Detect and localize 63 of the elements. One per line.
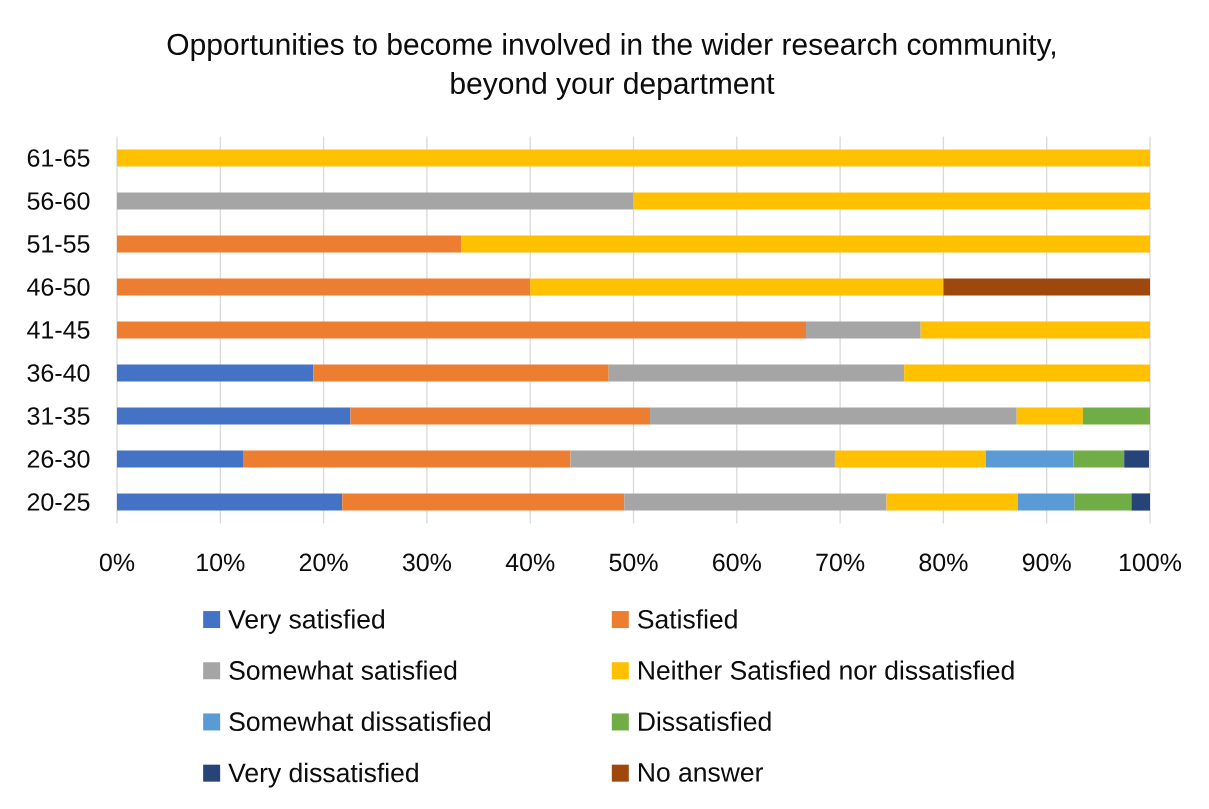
bar xyxy=(806,321,921,339)
legend-label: Very satisfied xyxy=(228,609,385,634)
bar xyxy=(608,364,905,382)
legend-label: Somewhat dissatisfied xyxy=(229,711,491,732)
bar xyxy=(624,493,887,511)
bar xyxy=(570,450,835,468)
y-tick-label: 36-40 xyxy=(27,364,90,382)
x-tick-label: 20% xyxy=(299,553,348,572)
x-tick-label: 50% xyxy=(609,553,658,572)
bar xyxy=(117,278,531,296)
bar xyxy=(886,493,1018,511)
legend-label: Neither Satisfied nor dissatisfied xyxy=(638,660,1014,680)
bar xyxy=(943,278,1150,296)
bar xyxy=(117,321,807,339)
bar xyxy=(650,407,1017,425)
legend-label: Dissatisfied xyxy=(638,711,771,732)
legend-label: No answer xyxy=(638,763,763,782)
legend-label: Satisfied xyxy=(638,609,737,629)
bar xyxy=(117,149,1150,167)
bar xyxy=(350,407,651,425)
bar xyxy=(1073,450,1125,468)
y-tick-label: 61-65 xyxy=(27,149,90,167)
y-tick-label: 51-55 xyxy=(27,235,90,253)
legend-label: Very dissatisfied xyxy=(228,762,418,788)
y-tick-label: 56-60 xyxy=(27,192,90,210)
bar xyxy=(1017,493,1075,511)
y-tick-label: 41-45 xyxy=(27,321,90,339)
bar xyxy=(313,364,609,382)
bar xyxy=(920,321,1150,339)
x-tick-label: 10% xyxy=(197,553,245,572)
bar xyxy=(117,407,351,425)
bar xyxy=(117,364,314,382)
x-tick-label: 30% xyxy=(402,553,452,572)
x-tick-label: 40% xyxy=(505,553,555,572)
bar xyxy=(1124,450,1149,468)
legend-label: Somewhat satisfied xyxy=(229,660,457,680)
bar xyxy=(117,235,461,253)
bar xyxy=(1016,407,1083,425)
bar xyxy=(1131,493,1150,511)
chart-title: Opportunities to become involved in the wider research community, beyond your department xyxy=(167,33,1055,100)
y-tick-label: 46-50 xyxy=(27,278,90,296)
bar xyxy=(342,493,625,511)
bar xyxy=(117,493,343,511)
bar xyxy=(460,235,1150,253)
bar xyxy=(633,192,1150,210)
x-tick-label: 70% xyxy=(816,553,865,572)
bar xyxy=(834,450,986,468)
bar xyxy=(117,192,634,210)
y-tick-label: 31-35 xyxy=(27,407,90,425)
x-tick-label: 80% xyxy=(919,553,968,572)
x-tick-label: 100% xyxy=(1119,553,1182,572)
bar xyxy=(117,450,244,468)
bar xyxy=(243,450,571,468)
bar xyxy=(904,364,1150,382)
bar xyxy=(530,278,944,296)
y-tick-label: 26-30 xyxy=(27,450,90,468)
x-tick-label: 0% xyxy=(99,553,135,572)
bar xyxy=(1074,493,1132,511)
x-tick-label: 60% xyxy=(713,553,761,572)
bar xyxy=(1082,407,1150,425)
x-tick-label: 90% xyxy=(1022,553,1071,572)
y-tick-label: 20-25 xyxy=(27,493,90,511)
bar xyxy=(985,450,1074,468)
